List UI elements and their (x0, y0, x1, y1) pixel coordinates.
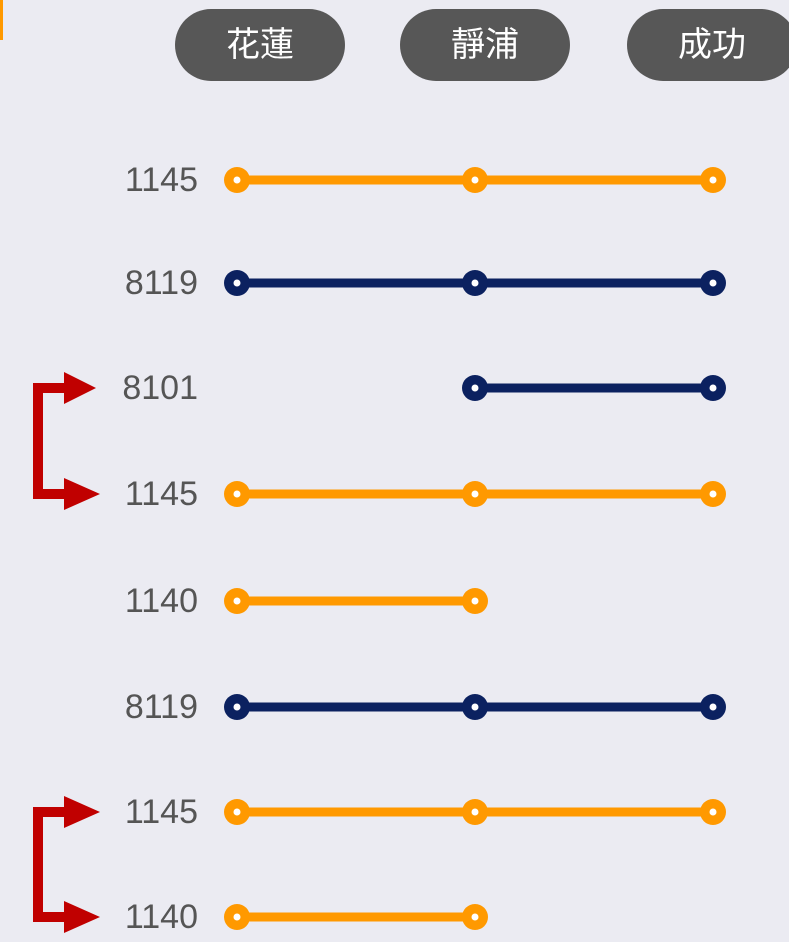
stop-dot (233, 703, 241, 711)
route-row: 1145 (125, 475, 726, 513)
route-number: 1145 (125, 475, 198, 513)
station-name: 花蓮 (226, 26, 294, 64)
stop-dot (471, 384, 479, 392)
stop-dot (709, 703, 717, 711)
station-header: 花蓮 (175, 9, 345, 81)
arrow-head (64, 901, 100, 933)
stop-dot (709, 176, 717, 184)
arrow-head (64, 478, 100, 510)
stop-dot (709, 279, 717, 287)
stop-dot (709, 490, 717, 498)
station-header: 靜浦 (400, 9, 570, 81)
stop-dot (471, 176, 479, 184)
route-row: 1145 (125, 161, 726, 199)
stop-dot (709, 808, 717, 816)
stop-dot (233, 490, 241, 498)
route-number: 1145 (125, 161, 198, 199)
arrow-heads (64, 372, 100, 933)
transfer-arrows (33, 383, 68, 922)
route-row: 8101 (122, 369, 726, 407)
route-number: 1145 (125, 793, 198, 831)
route-number: 8119 (125, 688, 198, 726)
arrow-head (64, 796, 100, 828)
station-name: 靜浦 (451, 26, 519, 64)
route-number: 1140 (125, 898, 198, 936)
route-number: 8101 (122, 369, 198, 407)
station-pill (627, 9, 789, 81)
transfer-bracket (33, 807, 68, 922)
edge-accent (0, 0, 3, 40)
stop-dot (233, 597, 241, 605)
stop-dot (471, 913, 479, 921)
station-name: 成功 (678, 26, 746, 64)
stop-dot (471, 279, 479, 287)
route-row: 8119 (125, 688, 726, 726)
route-number: 1140 (125, 582, 198, 620)
transfer-bracket (33, 383, 68, 499)
station-header: 成功 (627, 9, 789, 81)
stop-dot (471, 490, 479, 498)
route-row: 8119 (125, 264, 726, 302)
stop-dot (233, 279, 241, 287)
route-row: 1140 (125, 898, 488, 936)
station-pill (400, 9, 570, 81)
stop-dot (233, 808, 241, 816)
station-pill (175, 9, 345, 81)
stop-dot (471, 703, 479, 711)
route-row: 1145 (125, 793, 726, 831)
stop-dot (233, 913, 241, 921)
stop-dot (233, 176, 241, 184)
route-row: 1140 (125, 582, 488, 620)
stop-dot (471, 597, 479, 605)
route-number: 8119 (125, 264, 198, 302)
stop-dot (471, 808, 479, 816)
stop-dot (709, 384, 717, 392)
arrow-head (64, 372, 96, 404)
